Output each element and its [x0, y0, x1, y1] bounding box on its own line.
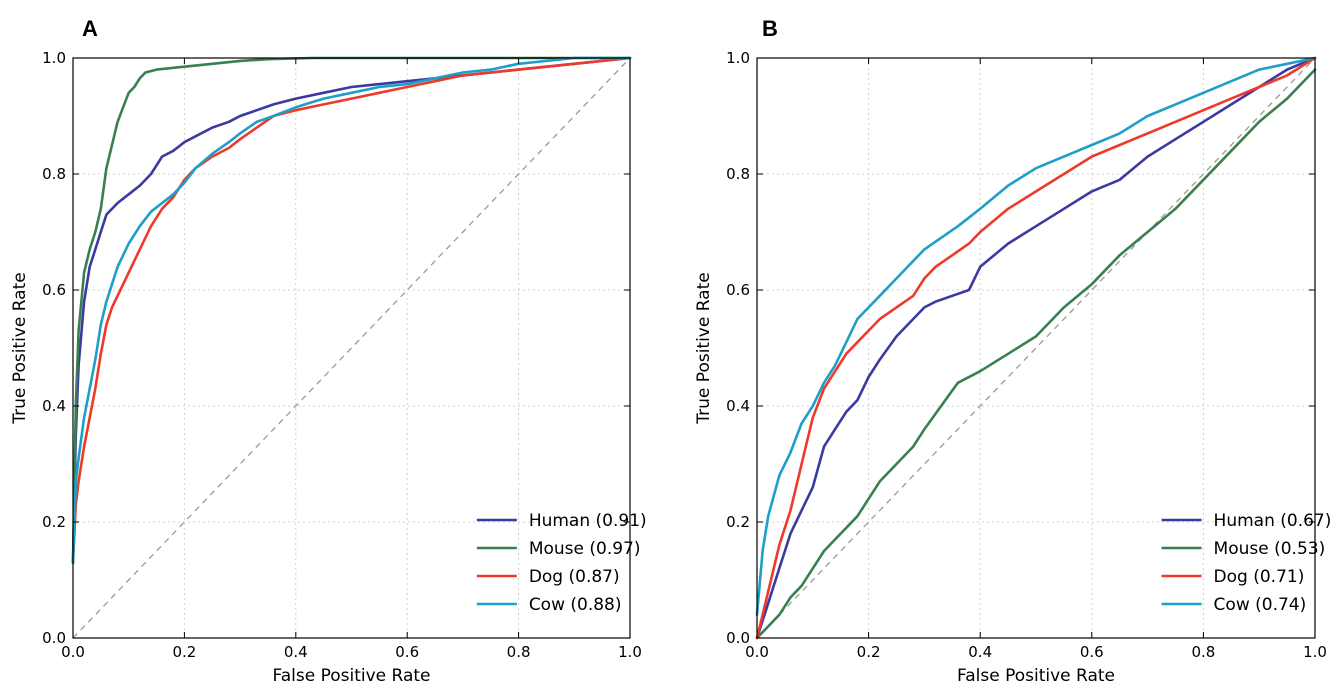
y-tick-label: 0.6: [42, 281, 66, 299]
legend: Human (0.91) Mouse (0.97) Dog (0.87) Cow (0…: [476, 511, 647, 615]
y-tick-label: 0.8: [42, 165, 66, 183]
series-line-dog: [755, 56, 1317, 640]
legend-label: Dog (0.87): [529, 567, 620, 587]
series-line-dog: [71, 56, 632, 564]
x-tick-label: 0.8: [507, 643, 531, 661]
series-line-human: [71, 56, 632, 564]
legend-label: Human (0.67): [1214, 511, 1332, 531]
legend-label: Cow (0.74): [1214, 595, 1307, 615]
panel-letter: A: [82, 16, 98, 41]
legend-label: Cow (0.88): [529, 595, 622, 615]
y-tick-label: 0.4: [42, 397, 66, 415]
y-tick-label: 0.0: [42, 629, 66, 647]
series-line-mouse: [755, 68, 1317, 640]
series-line-cow: [755, 56, 1317, 617]
legend-label: Dog (0.71): [1214, 567, 1305, 587]
series-line-cow: [71, 56, 632, 564]
x-axis-label: False Positive Rate: [957, 666, 1115, 686]
y-tick-label: 0.0: [726, 629, 750, 647]
y-tick-label: 1.0: [726, 49, 750, 67]
y-tick-label: 1.0: [42, 49, 66, 67]
legend: Human (0.67) Mouse (0.53) Dog (0.71) Cow (0…: [1161, 511, 1332, 615]
series-line-human: [755, 56, 1317, 640]
y-axis-label: True Positive Rate: [694, 272, 714, 424]
x-tick-label: 0.2: [172, 643, 196, 661]
chance-diagonal-line: [72, 57, 631, 639]
legend-label: Mouse (0.53): [1214, 539, 1326, 559]
y-tick-label: 0.6: [726, 281, 750, 299]
x-tick-label: 0.8: [1191, 643, 1215, 661]
x-tick-label: 0.4: [284, 643, 308, 661]
series-line-mouse: [71, 56, 632, 564]
y-tick-label: 0.2: [726, 513, 750, 531]
x-tick-label: 0.6: [1080, 643, 1104, 661]
legend-label: Mouse (0.97): [529, 539, 641, 559]
y-tick-label: 0.8: [726, 165, 750, 183]
x-tick-label: 1.0: [618, 643, 642, 661]
legend-label: Human (0.91): [529, 511, 647, 531]
panel-b: B 0.0 0.2 0.4 0.6 0.8 1.0 0.0 0.2 0.4 0.6 0.8 1.0 Fal…: [694, 16, 1331, 686]
chance-diagonal-line: [756, 57, 1316, 639]
x-tick-label: 0.0: [745, 643, 769, 661]
x-tick-label: 0.0: [61, 643, 85, 661]
y-axis-label: True Positive Rate: [10, 272, 30, 424]
plot-frame: [72, 57, 631, 639]
plot-frame: [756, 57, 1316, 639]
x-tick-label: 0.4: [968, 643, 992, 661]
panel-letter: B: [762, 16, 778, 41]
x-tick-label: 0.2: [857, 643, 881, 661]
x-tick-label: 1.0: [1303, 643, 1327, 661]
panel-a: A 0.0 0.2 0.4 0.6 0.8 1.0 0.0 0.2 0.4 0.6 0.8 1.0 Fal…: [10, 16, 647, 686]
x-tick-label: 0.6: [395, 643, 419, 661]
x-axis-label: False Positive Rate: [273, 666, 431, 686]
y-tick-label: 0.4: [726, 397, 750, 415]
y-tick-label: 0.2: [42, 513, 66, 531]
